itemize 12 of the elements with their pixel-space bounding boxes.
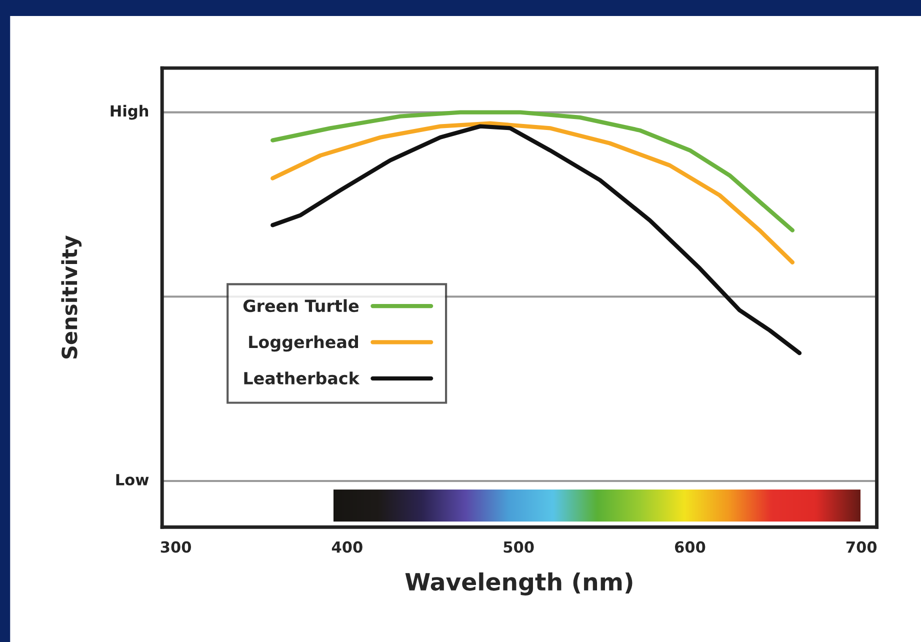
y-axis-title: Sensitivity [61, 236, 82, 359]
ref-line-label: High [110, 104, 148, 120]
legend-label: Leatherback [244, 372, 360, 384]
legend-label: Green Turtle [243, 299, 359, 312]
legend-label: Loggerhead [249, 335, 358, 352]
x-tick-label: 700 [846, 541, 877, 553]
x-tick-label: 600 [674, 541, 706, 553]
ref-line-label: Low [116, 474, 149, 486]
x-tick-label: 400 [332, 541, 362, 553]
x-tick-label: 500 [504, 541, 534, 553]
x-axis-title: Wavelength (nm) [405, 572, 632, 596]
x-tick-label: 300 [160, 541, 192, 553]
